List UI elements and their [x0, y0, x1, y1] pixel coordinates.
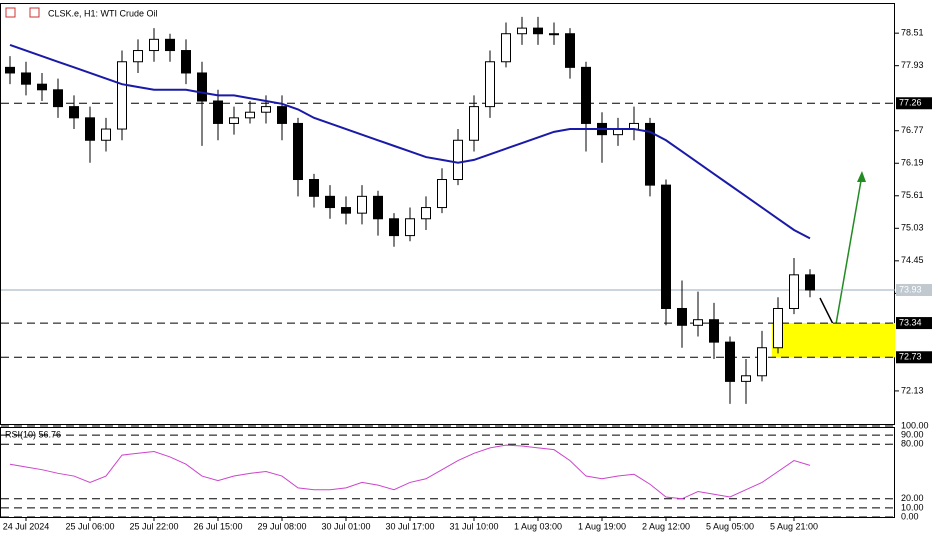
x-tick-label: 5 Aug 05:00 [706, 521, 754, 531]
candle-body [757, 347, 767, 377]
x-tick-label: 1 Aug 19:00 [578, 521, 626, 531]
rsi-tick-label: 90.00 [901, 429, 924, 439]
candle-body [293, 122, 303, 181]
level-label: 72.73 [899, 352, 922, 362]
arrow [819, 297, 836, 329]
candle-body [181, 50, 191, 74]
arrow-head [857, 171, 866, 182]
x-tick-label: 25 Jul 22:00 [129, 521, 178, 531]
rsi-tick-label: 0.00 [901, 511, 919, 521]
rsi-tick-label: 20.00 [901, 493, 924, 503]
chart-title: CLSK.e, H1: WTI Crude Oil [48, 8, 158, 18]
rsi-tick-label: 100.00 [901, 420, 929, 430]
level-label: 73.34 [899, 317, 922, 327]
candle-body [677, 307, 687, 326]
candle-body [197, 72, 207, 102]
price-panel [0, 3, 895, 425]
rsi-tick-label: 10.00 [901, 502, 924, 512]
candle-body [549, 33, 559, 36]
candle-body [101, 128, 111, 141]
x-tick-label: 1 Aug 03:00 [514, 521, 562, 531]
rsi-label: RSI(10) 56.76 [5, 429, 61, 439]
x-tick-label: 31 Jul 10:00 [449, 521, 498, 531]
x-tick-label: 2 Aug 12:00 [642, 521, 690, 531]
candle-body [373, 195, 383, 220]
candle-body [325, 195, 335, 209]
candle-body [229, 117, 239, 124]
icon [5, 7, 16, 18]
candle-body [517, 27, 527, 35]
rsi-line [9, 444, 811, 500]
candle-body [581, 66, 591, 124]
candle-body [565, 33, 575, 68]
candle-body [789, 274, 799, 309]
candle-body [133, 50, 143, 63]
y-tick-label: 75.61 [901, 190, 924, 200]
x-tick-label: 24 Jul 2024 [3, 521, 50, 531]
x-tick-label: 5 Aug 21:00 [770, 521, 818, 531]
icon [29, 7, 40, 18]
x-tick-label: 30 Jul 17:00 [385, 521, 434, 531]
candle-body [85, 117, 95, 141]
candle-body [389, 218, 399, 237]
candle-body [533, 27, 543, 35]
x-tick-label: 30 Jul 01:00 [321, 521, 370, 531]
current-price-box [896, 283, 932, 296]
rsi-tick-label: 80.00 [901, 439, 924, 449]
y-tick-label: 78.51 [901, 28, 924, 38]
y-tick-label: 76.19 [901, 158, 924, 168]
candle-body [805, 274, 815, 291]
y-tick-label: 77.93 [901, 60, 924, 70]
arrow [834, 174, 863, 331]
current-price-label: 73.93 [899, 284, 922, 294]
y-tick-label: 74.45 [901, 255, 924, 265]
candle-body [453, 139, 463, 181]
x-tick-label: 29 Jul 08:00 [257, 521, 306, 531]
level-box [896, 97, 932, 110]
candle-body [213, 100, 223, 124]
candle-body [309, 179, 319, 197]
candle-body [149, 38, 159, 52]
candle-body [53, 89, 63, 108]
y-tick-label: 76.77 [901, 125, 924, 135]
candle-body [5, 66, 15, 74]
candle-body [773, 307, 783, 349]
candle-body [709, 319, 719, 343]
candle-body [117, 61, 127, 130]
candle-body [69, 106, 79, 119]
candle-body [37, 83, 47, 91]
candle-body [341, 207, 351, 214]
candle-body [165, 38, 175, 52]
level-box [896, 351, 932, 364]
x-tick-label: 25 Jul 06:00 [65, 521, 114, 531]
candle-body [245, 111, 255, 119]
candle-body [437, 179, 447, 209]
candle-body [357, 195, 367, 214]
candle-body [661, 184, 671, 309]
candle-body [421, 207, 431, 220]
zone [772, 323, 895, 358]
candle-body [645, 122, 655, 186]
candle-body [725, 341, 735, 382]
y-tick-label: 72.13 [901, 385, 924, 395]
rsi-panel [0, 427, 895, 518]
y-tick-label: 75.03 [901, 223, 924, 233]
level-label: 77.26 [899, 98, 922, 108]
candle-body [693, 319, 703, 326]
candle-body [405, 218, 415, 237]
candle-body [501, 33, 511, 63]
candle-body [277, 106, 287, 124]
level-box [896, 317, 932, 330]
candle-body [21, 72, 31, 85]
candle-body [261, 106, 271, 113]
moving-average [9, 43, 811, 240]
candle-body [485, 61, 495, 108]
candle-body [741, 375, 751, 382]
x-tick-label: 26 Jul 15:00 [193, 521, 242, 531]
candle-body [469, 106, 479, 141]
